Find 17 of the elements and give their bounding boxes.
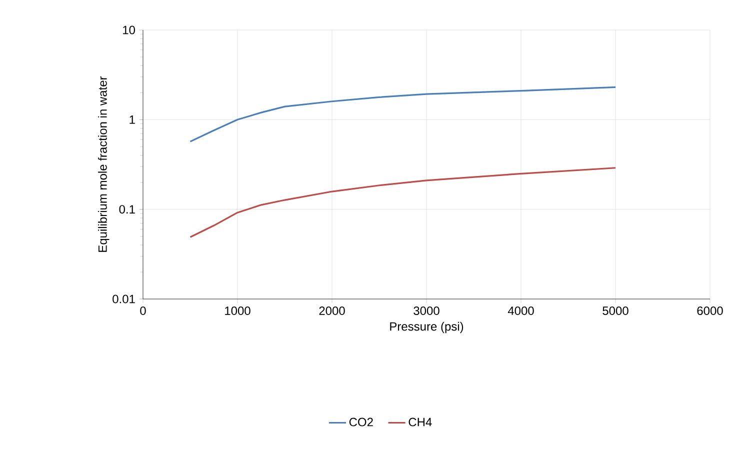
line-series xyxy=(189,167,616,238)
y-tick-label: 10 xyxy=(123,26,136,34)
line-series xyxy=(189,86,616,142)
y-axis-title: Equilibrium mole fraction in water xyxy=(98,76,110,252)
x-tick-label: 0 xyxy=(140,306,146,316)
legend-label: CH4 xyxy=(408,418,432,426)
y-tick-label: 0.01 xyxy=(112,294,135,304)
x-tick-label: 6000 xyxy=(697,306,723,316)
x-tick-label: 2000 xyxy=(319,306,345,316)
x-tick-label: 5000 xyxy=(602,306,628,316)
x-axis-title: Pressure (psi) xyxy=(390,322,464,334)
legend-label: CO2 xyxy=(349,418,373,426)
x-tick-label: 1000 xyxy=(225,306,250,316)
x-tick-label: 3000 xyxy=(414,306,440,316)
y-tick-label: 1 xyxy=(130,116,135,124)
y-tick-label: 0.1 xyxy=(119,205,135,214)
x-tick-label: 4000 xyxy=(508,306,534,316)
